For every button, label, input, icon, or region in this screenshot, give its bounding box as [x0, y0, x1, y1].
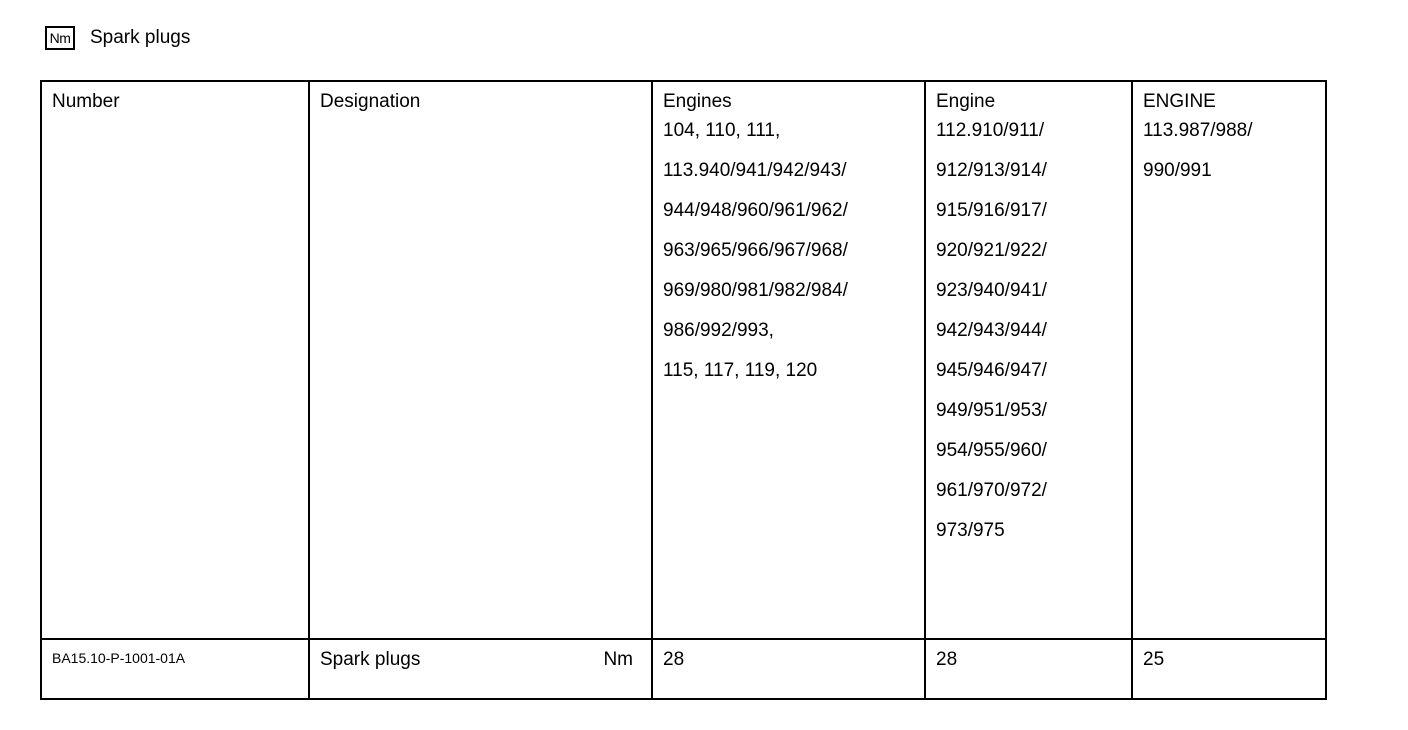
engines-group2-line: 942/943/944/ [936, 320, 1047, 341]
column-header-designation: Designation [320, 91, 421, 112]
engines-group1-line: 963/965/966/967/968/ [663, 240, 848, 261]
unit-label: Nm [603, 649, 633, 670]
engines-group2-line: 973/975 [936, 520, 1005, 541]
torque-value-group3: 25 [1143, 649, 1165, 670]
engines-group1-line: 969/980/981/982/984/ [663, 280, 848, 301]
torque-nm-icon: Nm [45, 26, 75, 50]
engines-group1-line: 113.940/941/942/943/ [663, 160, 847, 181]
engines-group2-line: 954/955/960/ [936, 440, 1047, 461]
engines-group1-line: 115, 117, 119, 120 [663, 360, 818, 381]
torque-nm-icon-label: Nm [49, 30, 71, 46]
torque-value-group2: 28 [936, 649, 958, 670]
section-title-bar: Nm Spark plugs [45, 26, 190, 50]
column-header-number: Number [52, 91, 120, 112]
spark-plug-spec-table: Number Designation Engines 104, 110, 111… [40, 80, 1327, 700]
engines-group1-line: 986/992/993, [663, 320, 774, 341]
document-number: BA15.10-P-1001-01A [52, 650, 186, 666]
engines-group2-line: 945/946/947/ [936, 360, 1047, 381]
engines-group3-title: ENGINE [1143, 91, 1216, 112]
cell-designation: Spark plugs Nm [310, 640, 653, 698]
engines-group2-line: 920/921/922/ [936, 240, 1047, 261]
cell-value-group3: 25 [1133, 640, 1325, 698]
table-header-row: Number Designation Engines 104, 110, 111… [42, 82, 1325, 640]
engines-group2-line: 961/970/972/ [936, 480, 1047, 501]
cell-value-group2: 28 [926, 640, 1133, 698]
header-cell-engines-group2: Engine 112.910/911/ 912/913/914/ 915/916… [926, 82, 1133, 638]
torque-value-group1: 28 [663, 649, 685, 670]
engines-group2-line: 949/951/953/ [936, 400, 1047, 421]
engines-group2-line: 112.910/911/ [936, 120, 1045, 141]
header-cell-number: Number [42, 82, 310, 638]
cell-value-group1: 28 [653, 640, 926, 698]
engines-group3-line: 113.987/988/ [1143, 120, 1253, 141]
table-data-row: BA15.10-P-1001-01A Spark plugs Nm 28 28 … [42, 640, 1325, 698]
header-cell-engines-group1: Engines 104, 110, 111, 113.940/941/942/9… [653, 82, 926, 638]
engines-group2-line: 923/940/941/ [936, 280, 1047, 301]
engines-group2-title: Engine [936, 91, 996, 112]
engines-group3-line: 990/991 [1143, 160, 1212, 181]
engines-group1-title: Engines [663, 91, 732, 112]
engines-group1-line: 104, 110, 111, [663, 120, 781, 141]
header-cell-engines-group3: ENGINE 113.987/988/ 990/991 [1133, 82, 1325, 638]
header-cell-designation: Designation [310, 82, 653, 638]
engines-group2-line: 912/913/914/ [936, 160, 1047, 181]
cell-document-number: BA15.10-P-1001-01A [42, 640, 310, 698]
page-title: Spark plugs [90, 27, 191, 48]
engines-group2-line: 915/916/917/ [936, 200, 1047, 221]
designation-label: Spark plugs [320, 649, 421, 670]
engines-group1-line: 944/948/960/961/962/ [663, 200, 848, 221]
